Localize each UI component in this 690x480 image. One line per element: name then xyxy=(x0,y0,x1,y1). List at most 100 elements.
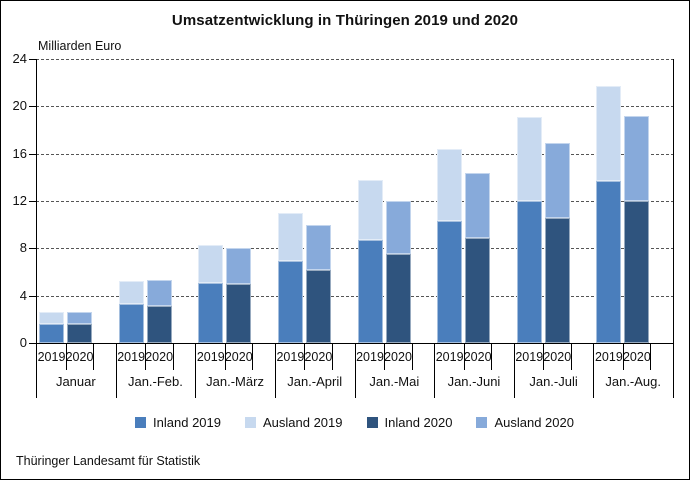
y-axis-line xyxy=(36,59,37,343)
y-axis-unit-label: Milliarden Euro xyxy=(38,39,122,53)
bar-segment-inland-2020 xyxy=(465,237,491,343)
x-group-label: Januar xyxy=(55,374,96,389)
bar-segment-ausland-2019 xyxy=(437,148,463,222)
y-tick-label: 8 xyxy=(19,240,27,256)
y-axis-tick xyxy=(29,153,36,155)
bar-segment-inland-2020 xyxy=(146,306,172,343)
x-year-label: 2020 xyxy=(384,350,412,364)
x-year-label: 2020 xyxy=(304,350,333,364)
x-year-label: 2020 xyxy=(622,350,651,364)
legend-swatch-icon xyxy=(476,417,488,428)
plot-right-border xyxy=(673,59,674,343)
x-year-tick xyxy=(93,343,94,370)
bar-segment-ausland-2020 xyxy=(146,280,172,307)
y-axis-tick xyxy=(29,343,36,344)
x-year-label: 2019 xyxy=(117,350,146,364)
x-year-label: 2020 xyxy=(224,350,253,364)
bar-segment-ausland-2019 xyxy=(118,281,144,304)
bar-segment-inland-2019 xyxy=(118,303,144,343)
bar-segment-inland-2020 xyxy=(226,283,252,343)
bar-segment-ausland-2020 xyxy=(305,224,331,270)
bar-segment-inland-2020 xyxy=(385,254,411,343)
y-axis-tick xyxy=(29,248,36,250)
bar-segment-ausland-2020 xyxy=(544,143,570,218)
bar-segment-ausland-2019 xyxy=(39,312,64,325)
x-year-label: 2019 xyxy=(594,350,623,364)
bar-segment-inland-2019 xyxy=(357,240,383,343)
bar-segment-ausland-2019 xyxy=(277,212,303,262)
x-year-tick xyxy=(570,343,572,370)
x-group-label: Jan.-Juni xyxy=(447,374,501,389)
x-year-tick xyxy=(543,343,545,370)
y-axis-tick xyxy=(29,295,36,297)
x-year-tick xyxy=(650,343,652,370)
x-group-separator xyxy=(354,343,356,398)
gridline xyxy=(36,106,673,108)
bar-segment-inland-2019 xyxy=(516,201,542,343)
bar-segment-ausland-2020 xyxy=(624,115,650,201)
source-note: Thüringer Landesamt für Statistik xyxy=(16,454,201,468)
gridline xyxy=(36,295,673,297)
x-year-tick xyxy=(622,343,624,370)
legend-label: Ausland 2019 xyxy=(262,415,343,430)
legend-swatch-icon xyxy=(366,417,378,428)
x-group-separator xyxy=(673,343,674,398)
y-axis-tick xyxy=(29,59,36,60)
legend-item: Ausland 2020 xyxy=(476,415,574,430)
x-year-tick xyxy=(224,343,226,370)
gridline xyxy=(36,248,673,250)
x-group-label: Jan.-Juli xyxy=(529,374,578,389)
x-year-label: 2020 xyxy=(65,350,94,364)
bar-segment-ausland-2020 xyxy=(465,172,491,238)
x-year-tick xyxy=(384,343,385,370)
legend-swatch-icon xyxy=(135,417,147,428)
bar-segment-inland-2020 xyxy=(305,269,331,343)
gridline xyxy=(36,59,673,60)
y-tick-label: 24 xyxy=(12,51,27,66)
legend-label: Inland 2019 xyxy=(153,415,221,430)
x-group-separator xyxy=(593,343,595,398)
x-year-label: 2019 xyxy=(356,350,384,364)
bar-segment-ausland-2019 xyxy=(516,116,542,201)
legend-swatch-icon xyxy=(244,417,256,428)
x-group-separator xyxy=(195,343,197,398)
x-year-tick xyxy=(463,343,465,370)
x-year-label: 2020 xyxy=(543,350,572,364)
bar-segment-inland-2019 xyxy=(39,324,64,343)
x-year-tick xyxy=(304,343,306,370)
gridline xyxy=(36,153,673,155)
x-year-label: 2020 xyxy=(145,350,174,364)
x-year-label: 2019 xyxy=(276,350,305,364)
y-tick-label: 20 xyxy=(12,98,27,114)
gridline xyxy=(36,201,673,202)
x-year-tick xyxy=(331,343,333,370)
x-group-label: Jan.-Mai xyxy=(369,374,420,389)
y-tick-label: 0 xyxy=(19,335,27,350)
x-group-separator xyxy=(36,343,37,398)
x-year-label: 2019 xyxy=(37,350,66,364)
x-group-label: Jan.-Aug. xyxy=(605,374,662,389)
bar-segment-inland-2020 xyxy=(624,201,650,343)
legend-item: Inland 2020 xyxy=(366,415,452,430)
x-year-label: 2020 xyxy=(463,350,492,364)
bar-segment-inland-2020 xyxy=(544,217,570,343)
x-year-tick xyxy=(411,343,413,370)
bar-segment-ausland-2020 xyxy=(226,248,252,284)
bar-segment-inland-2019 xyxy=(277,261,303,343)
x-group-separator xyxy=(513,343,515,398)
bar-segment-ausland-2019 xyxy=(596,86,622,181)
y-tick-label: 12 xyxy=(12,193,27,208)
bar-segment-ausland-2020 xyxy=(67,312,92,325)
x-group-separator xyxy=(434,343,436,398)
x-axis-line xyxy=(36,343,673,344)
y-axis-tick xyxy=(29,201,36,202)
x-year-label: 2019 xyxy=(435,350,464,364)
y-tick-label: 16 xyxy=(12,145,27,161)
legend-item: Inland 2019 xyxy=(135,415,221,430)
x-group-label: Jan.-März xyxy=(206,374,264,389)
x-year-tick xyxy=(65,343,67,370)
x-group-separator xyxy=(274,343,276,398)
y-tick-label: 4 xyxy=(19,287,27,303)
